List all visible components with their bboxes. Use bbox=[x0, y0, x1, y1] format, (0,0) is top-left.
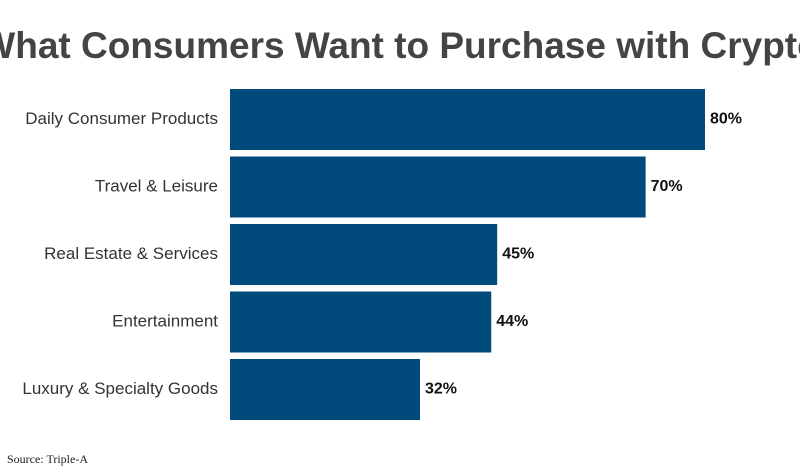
category-label: Real Estate & Services bbox=[44, 244, 218, 263]
value-label: 45% bbox=[502, 246, 534, 263]
bar bbox=[230, 89, 705, 150]
category-label: Entertainment bbox=[112, 311, 218, 330]
value-label: 70% bbox=[651, 178, 683, 195]
bar bbox=[230, 156, 646, 218]
bar bbox=[230, 291, 492, 353]
chart-title: What Consumers Want to Purchase with Cry… bbox=[0, 25, 800, 66]
value-label: 32% bbox=[425, 381, 457, 398]
category-label: Travel & Leisure bbox=[95, 176, 218, 195]
category-label: Luxury & Specialty Goods bbox=[22, 379, 218, 398]
value-label: 44% bbox=[496, 313, 528, 330]
source: Source: Triple-A bbox=[7, 452, 88, 466]
value-label: 80% bbox=[710, 111, 742, 128]
bar bbox=[230, 359, 420, 420]
category-label: Daily Consumer Products bbox=[25, 109, 218, 128]
bar bbox=[230, 224, 498, 285]
